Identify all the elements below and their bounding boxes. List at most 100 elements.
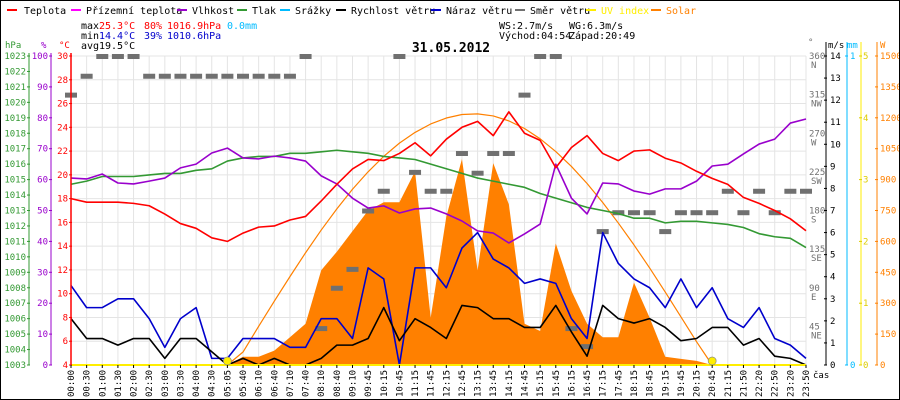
wind-direction-mark <box>190 73 203 79</box>
x-tick-label: 11:45 <box>427 370 437 397</box>
legend-item-tlak[interactable]: Tlak <box>237 6 276 17</box>
wind-direction-mark <box>784 188 797 194</box>
x-tick-label: 06:40 <box>270 370 280 397</box>
direction-tick-name: SW <box>811 177 822 187</box>
solar-tick-label: 150 <box>880 330 896 340</box>
legend-item-teplota[interactable]: Teplota <box>7 6 66 17</box>
pressure-tick-label: 1006 <box>4 315 26 325</box>
x-tick-label: 22:50 <box>771 370 781 397</box>
wind-tick-label: 1 <box>830 339 835 349</box>
temperature-tick-label: 16 <box>57 218 68 228</box>
x-tick-label: 19:45 <box>677 370 687 397</box>
chart-title: 31.05.2012 <box>412 41 490 56</box>
legend-label: Solar <box>666 6 696 17</box>
wind-tick-label: 7 <box>830 207 835 217</box>
legend-item-solar[interactable]: Solar <box>651 6 696 17</box>
x-tick-label: 22:20 <box>755 370 765 397</box>
direction-tick-name: S <box>811 216 816 226</box>
wind-direction-mark <box>534 54 547 59</box>
stat-wind-speed: WS:2.7m/s <box>499 21 553 32</box>
wind-direction-mark <box>377 188 390 194</box>
temperature-tick-label: 26 <box>57 100 68 110</box>
x-tick-label: 15:15 <box>536 370 546 397</box>
solar-tick-label: 0 <box>880 361 885 371</box>
humidity-tick-label: 20 <box>37 299 48 309</box>
temperature-tick-label: 28 <box>57 76 68 86</box>
stat-min-pressure: 1010.6hPa <box>167 31 221 42</box>
x-tick-label: 08:40 <box>333 370 343 397</box>
x-tick-label: 06:10 <box>255 370 265 397</box>
pressure-tick-label: 1014 <box>4 191 26 201</box>
legend-item-rychlost-vetru[interactable]: Rychlost větru <box>336 5 435 17</box>
legend-item-uv-index[interactable]: UV index <box>586 6 649 17</box>
x-tick-label: 08:10 <box>317 370 327 397</box>
wind-axis-unit: m/s <box>828 41 844 51</box>
pressure-tick-label: 1007 <box>4 299 26 309</box>
temperature-tick-label: 12 <box>57 266 68 276</box>
solar-tick-label: 1200 <box>880 114 900 124</box>
wind-direction-mark <box>659 229 672 235</box>
pressure-tick-label: 1019 <box>4 114 26 124</box>
legend-item-smer-vetru[interactable]: Směr větru <box>515 5 590 17</box>
wind-direction-mark <box>268 73 281 79</box>
legend-swatch <box>651 9 661 11</box>
legend-swatch <box>431 9 441 11</box>
uv-tick-label: 4 <box>863 114 868 124</box>
wind-direction-mark <box>393 54 406 59</box>
legend-label: Směr větru <box>530 5 590 17</box>
wind-direction-mark <box>283 73 296 79</box>
temperature-tick-label: 30 <box>57 52 68 62</box>
wind-tick-label: 14 <box>830 52 841 62</box>
wind-direction-mark <box>612 210 625 216</box>
legend-swatch <box>336 9 346 11</box>
wind-direction-mark <box>549 54 562 59</box>
humidity-axis-unit: % <box>41 41 47 51</box>
stat-min-temp: 14.4°C <box>99 31 135 42</box>
wind-tick-label: 0 <box>830 361 835 371</box>
x-tick-label: 18:15 <box>630 370 640 397</box>
direction-tick-label: 225 <box>809 168 825 178</box>
pressure-tick-label: 1005 <box>4 330 26 340</box>
stat-min-humidity: 39% <box>144 31 162 42</box>
x-tick-label: 13:15 <box>474 370 484 397</box>
legend-item-srazky[interactable]: Srážky <box>280 5 331 17</box>
legend-item-prizemni-teplota[interactable]: Přízemní teplota <box>71 5 182 17</box>
x-tick-label: 19:15 <box>661 370 671 397</box>
solar-tick-label: 1050 <box>880 145 900 155</box>
rain-axis-unit: mm <box>847 41 858 51</box>
legend-label: UV index <box>601 6 649 17</box>
stat-avg-label: avg <box>81 41 99 52</box>
stat-max-label: max <box>81 21 99 32</box>
x-tick-label: 10:45 <box>395 370 405 397</box>
series-line-tlak <box>70 149 807 249</box>
wind-direction-mark <box>721 188 734 194</box>
wind-direction-mark <box>424 188 437 194</box>
direction-tick-name: W <box>811 138 817 148</box>
direction-tick-name: E <box>811 293 816 303</box>
legend-item-naraz-vetru[interactable]: Náraz větru <box>431 5 512 17</box>
x-tick-label: 14:15 <box>505 370 515 397</box>
pressure-tick-label: 1017 <box>4 145 26 155</box>
wind-tick-label: 2 <box>830 317 835 327</box>
x-tick-label: 07:10 <box>286 370 296 397</box>
x-tick-label: 20:15 <box>693 370 703 397</box>
wind-direction-mark <box>96 54 109 59</box>
wind-direction-mark <box>674 210 687 216</box>
humidity-tick-label: 90 <box>37 83 48 93</box>
legend-label: Vlhkost <box>192 6 234 17</box>
wind-direction-mark <box>409 169 422 175</box>
uv-tick-label: 5 <box>863 52 868 62</box>
x-tick-label: 07:40 <box>302 370 312 397</box>
x-tick-label: 16:15 <box>567 370 577 397</box>
direction-tick-label: 180 <box>809 207 825 217</box>
wind-direction-mark <box>158 73 171 79</box>
legend-swatch <box>237 9 247 11</box>
wind-direction-mark <box>706 210 719 216</box>
wind-direction-mark <box>690 210 703 216</box>
x-tick-label: 09:10 <box>348 370 358 397</box>
x-tick-label: 03:30 <box>176 370 186 397</box>
legend-item-vlhkost[interactable]: Vlhkost <box>177 6 234 17</box>
temperature-tick-label: 4 <box>63 361 68 371</box>
solar-axis-unit: W <box>880 41 886 51</box>
